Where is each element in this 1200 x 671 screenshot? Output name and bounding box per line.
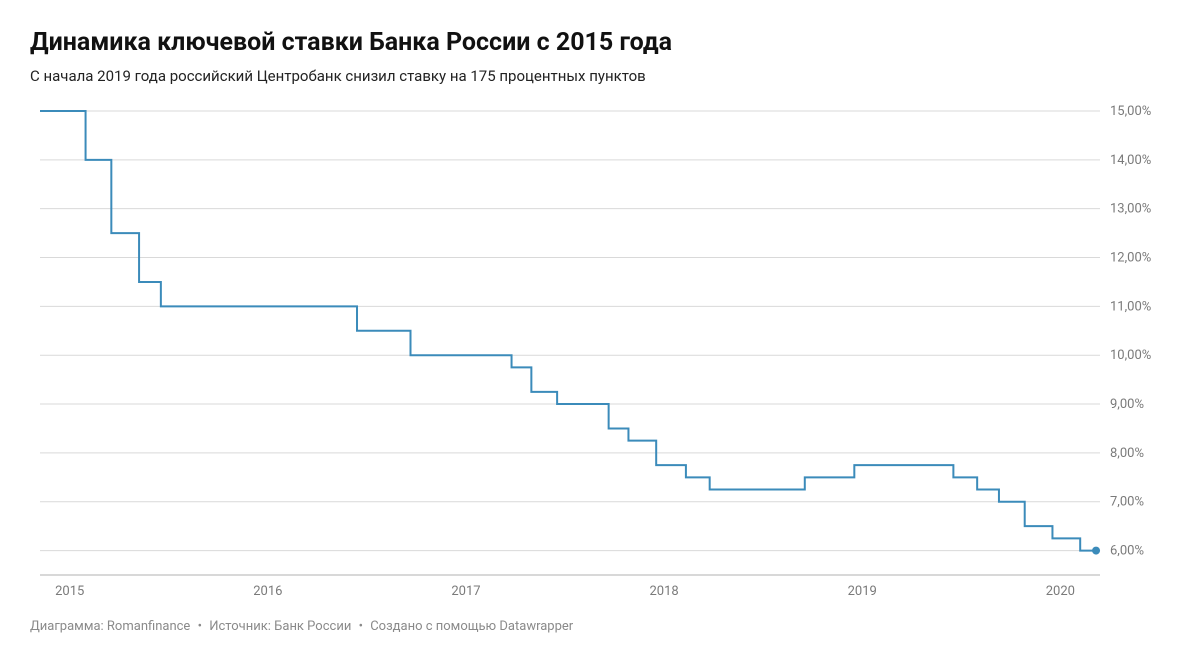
x-tick-label: 2017 <box>451 584 480 599</box>
y-tick-label: 7,00% <box>1110 495 1144 510</box>
y-tick-label: 8,00% <box>1110 446 1144 461</box>
footer-madewith: Создано с помощью Datawrapper <box>370 619 573 634</box>
x-tick-label: 2015 <box>55 584 84 599</box>
y-tick-label: 9,00% <box>1110 397 1144 412</box>
chart-title: Динамика ключевой ставки Банка России с … <box>30 28 1170 57</box>
footer-chartby-label: Диаграмма: <box>30 619 104 634</box>
x-tick-label: 2020 <box>1046 584 1075 599</box>
footer-source: Банк России <box>274 619 351 634</box>
y-tick-label: 14,00% <box>1110 153 1151 168</box>
x-tick-label: 2016 <box>253 584 282 599</box>
y-tick-label: 12,00% <box>1110 251 1151 266</box>
y-tick-label: 6,00% <box>1110 544 1144 559</box>
chart-svg: 6,00% 7,00% 8,00% 9,00% 10,00% 11,00% 12,00% 13… <box>30 105 1170 605</box>
chart-subtitle: С начала 2019 года российский Центробанк… <box>30 67 1170 85</box>
footer-chartby: Romanfinance <box>107 619 190 634</box>
chart-footer: Диаграмма: Romanfinance • Источник: Банк… <box>30 619 1170 634</box>
rate-line <box>40 111 1096 551</box>
y-tick-label: 11,00% <box>1110 299 1151 314</box>
footer-sep: • <box>359 619 363 634</box>
end-point-marker <box>1092 547 1100 555</box>
y-tick-label: 15,00% <box>1110 105 1151 119</box>
y-tick-label: 13,00% <box>1110 202 1151 217</box>
footer-sep: • <box>198 619 202 634</box>
footer-source-label: Источник: <box>209 619 271 634</box>
x-tick-label: 2019 <box>848 584 877 599</box>
chart-container: 6,00% 7,00% 8,00% 9,00% 10,00% 11,00% 12,00% 13… <box>30 105 1170 605</box>
y-tick-label: 10,00% <box>1110 348 1151 363</box>
x-tick-label: 2018 <box>649 584 678 599</box>
